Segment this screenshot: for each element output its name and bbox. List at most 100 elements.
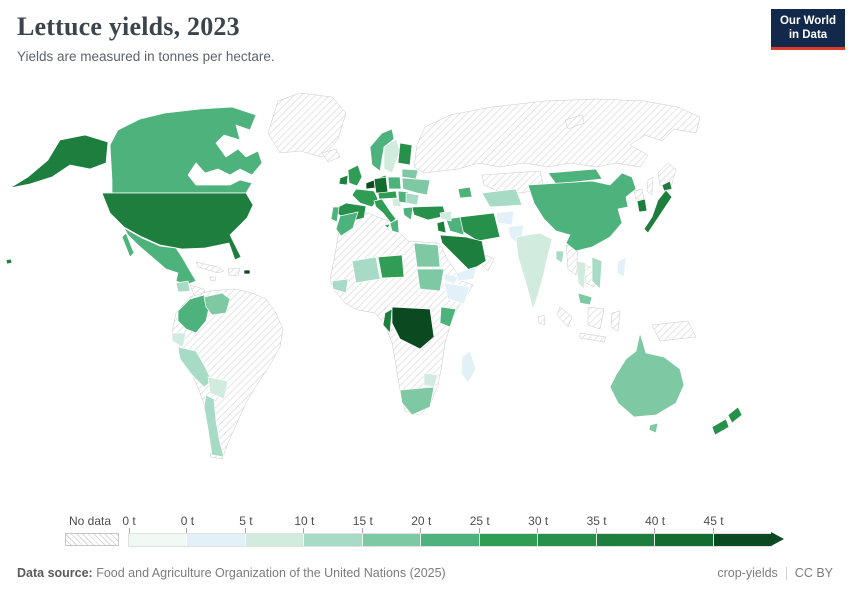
country-peru[interactable] <box>177 346 213 388</box>
country-sudan[interactable] <box>416 268 445 292</box>
region-north-korea[interactable] <box>633 188 645 200</box>
country-chile[interactable] <box>203 394 225 458</box>
country-germany[interactable] <box>373 176 389 194</box>
country-ukraine[interactable] <box>401 177 431 196</box>
country-turkey[interactable] <box>411 205 447 221</box>
country-japan[interactable] <box>643 189 673 234</box>
country-colombia[interactable] <box>177 294 211 334</box>
region-greenland[interactable] <box>267 92 347 158</box>
country-congo[interactable] <box>382 308 393 334</box>
country-niger[interactable] <box>377 254 405 279</box>
country-mali[interactable] <box>351 256 381 284</box>
owid-logo-line2: in Data <box>788 29 828 42</box>
country-poland[interactable] <box>387 176 402 190</box>
legend-bin-8[interactable]: 35 t <box>587 514 655 546</box>
country-yemen[interactable] <box>455 266 477 282</box>
region-novaya-zemlya[interactable] <box>564 114 585 130</box>
region-sri-lanka[interactable] <box>537 314 546 326</box>
country-ecuador[interactable] <box>171 332 187 348</box>
region-new-guinea[interactable] <box>651 320 697 342</box>
country-united-kingdom[interactable] <box>347 164 363 187</box>
country-benelux[interactable] <box>365 179 376 190</box>
region-sulawesi[interactable] <box>610 310 621 332</box>
country-venezuela[interactable] <box>203 292 231 316</box>
legend-bin-2[interactable]: 5 t <box>239 514 304 546</box>
legend-bin-3[interactable]: 10 t <box>294 514 362 546</box>
region-sakhalin[interactable] <box>646 176 654 196</box>
chart-slug[interactable]: crop-yields <box>717 566 778 580</box>
country-finland[interactable] <box>397 142 413 166</box>
country-australia-tasmania[interactable] <box>648 422 659 434</box>
country-eritrea[interactable] <box>443 272 459 284</box>
country-portugal[interactable] <box>330 206 340 223</box>
country-malaysia[interactable] <box>577 292 593 306</box>
country-ethiopia[interactable] <box>443 282 471 305</box>
country-china[interactable] <box>527 172 637 252</box>
country-japan-hokkaido[interactable] <box>661 180 673 192</box>
country-madagascar[interactable] <box>460 350 477 384</box>
country-new-zealand-north[interactable] <box>727 406 743 424</box>
legend-bin-9[interactable]: 40 t <box>645 514 713 546</box>
region-cuba[interactable] <box>195 261 225 274</box>
country-israel-jordan[interactable] <box>436 220 447 234</box>
country-usa-alaska[interactable] <box>9 134 109 189</box>
legend-bin-4[interactable]: 15 t <box>353 514 421 546</box>
country-south-korea[interactable] <box>636 198 648 213</box>
legend-bin-1[interactable]: 0 t <box>181 514 245 546</box>
owid-logo[interactable]: Our World in Data <box>771 9 845 50</box>
country-dr-congo[interactable] <box>391 306 435 350</box>
country-belarus[interactable] <box>401 168 419 180</box>
country-morocco[interactable] <box>335 211 359 237</box>
license-label[interactable]: CC BY <box>794 566 833 580</box>
country-czech-austria[interactable] <box>377 190 398 200</box>
region-south-america-nodata[interactable] <box>171 288 284 460</box>
country-kenya[interactable] <box>439 306 457 328</box>
region-sumatra[interactable] <box>556 306 573 328</box>
country-ireland[interactable] <box>338 174 349 186</box>
legend-bin-6[interactable]: 25 t <box>470 514 538 546</box>
country-italy-sicily[interactable] <box>383 223 391 229</box>
country-azerbaijan[interactable] <box>457 186 473 199</box>
legend-bin-0[interactable]: 0 t <box>122 514 187 546</box>
country-bolivia[interactable] <box>207 376 229 400</box>
legend-bin-7[interactable]: 30 t <box>528 514 596 546</box>
region-russia[interactable] <box>413 98 701 174</box>
country-australia[interactable] <box>609 331 685 418</box>
country-new-zealand-south[interactable] <box>711 418 730 436</box>
country-romania-bulgaria[interactable] <box>405 192 420 206</box>
country-mexico-baja[interactable] <box>121 232 135 258</box>
country-central-asia[interactable] <box>481 188 523 208</box>
region-hispaniola[interactable] <box>227 267 241 277</box>
region-jamaica[interactable] <box>209 276 217 282</box>
country-guatemala[interactable] <box>175 280 191 293</box>
country-saudi-arabia[interactable] <box>439 234 487 272</box>
country-tunisia[interactable] <box>389 218 400 234</box>
country-senegal-guinea[interactable] <box>331 278 349 294</box>
region-kamchatka[interactable] <box>657 162 677 192</box>
country-bangladesh[interactable] <box>555 250 565 264</box>
country-norway[interactable] <box>369 128 395 172</box>
country-usa-hawaii[interactable] <box>5 258 13 265</box>
region-borneo[interactable] <box>587 306 605 330</box>
country-south-africa[interactable] <box>399 386 435 416</box>
country-usa[interactable] <box>101 192 254 261</box>
country-greece[interactable] <box>402 206 414 221</box>
country-canada[interactable] <box>109 106 263 194</box>
country-mongolia[interactable] <box>547 168 603 185</box>
country-sweden[interactable] <box>383 138 401 174</box>
country-france[interactable] <box>351 188 379 208</box>
country-philippines[interactable] <box>616 256 627 278</box>
country-puerto-rico[interactable] <box>243 269 251 275</box>
country-india[interactable] <box>515 232 553 311</box>
country-vietnam[interactable] <box>591 256 603 290</box>
country-afghanistan[interactable] <box>495 210 515 226</box>
country-egypt[interactable] <box>413 242 441 268</box>
region-iceland[interactable] <box>321 148 341 163</box>
legend-bin-10[interactable]: 45 t <box>704 514 771 546</box>
no-data-swatch[interactable] <box>65 533 119 546</box>
country-syria[interactable] <box>439 210 453 222</box>
country-iraq[interactable] <box>445 216 465 236</box>
region-java[interactable] <box>579 332 607 343</box>
country-thailand[interactable] <box>575 260 587 290</box>
legend-bin-5[interactable]: 20 t <box>411 514 479 546</box>
